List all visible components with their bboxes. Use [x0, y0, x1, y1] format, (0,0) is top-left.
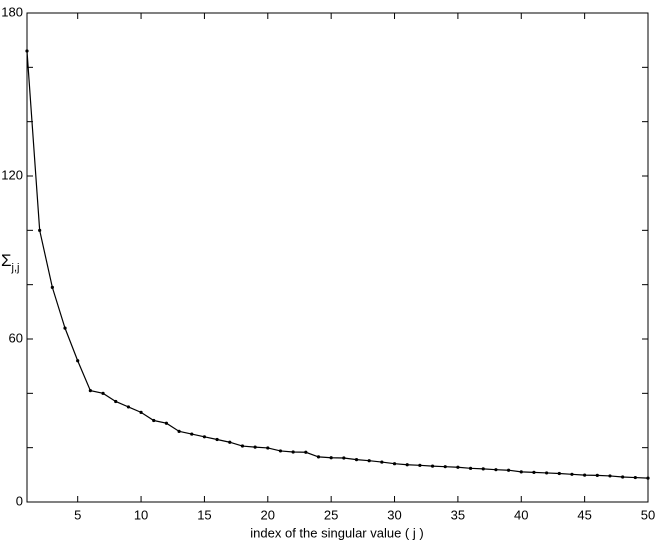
data-point — [253, 445, 257, 449]
data-point — [25, 49, 29, 53]
y-tick-label: 180 — [1, 4, 23, 19]
x-tick-label: 35 — [451, 507, 465, 522]
data-point — [266, 446, 270, 450]
data-point — [532, 470, 536, 474]
data-point — [468, 466, 473, 470]
data-point — [190, 432, 194, 436]
x-tick-label: 20 — [261, 507, 275, 522]
data-point — [177, 429, 181, 433]
data-point — [583, 473, 587, 477]
x-axis-label: index of the singular value ( j ) — [250, 525, 423, 540]
data-point — [621, 475, 625, 479]
data-point — [456, 465, 460, 469]
data-point — [152, 418, 156, 423]
y-axis-label: Σj,j — [1, 251, 19, 273]
data-point — [608, 474, 612, 478]
data-point — [202, 435, 207, 439]
data-point — [633, 475, 637, 480]
data-point — [392, 462, 397, 466]
x-tick-label: 45 — [577, 507, 591, 522]
x-tick-label: 10 — [134, 507, 148, 522]
data-point — [164, 421, 169, 425]
data-point — [494, 468, 498, 472]
y-tick-label: 120 — [1, 167, 23, 182]
data-point — [88, 389, 92, 393]
data-point — [354, 458, 359, 462]
data-point — [506, 468, 511, 472]
data-point — [545, 471, 549, 475]
data-point — [215, 437, 219, 442]
x-tick-label: 30 — [387, 507, 401, 522]
data-point — [240, 444, 245, 448]
data-point — [76, 359, 80, 363]
data-point — [418, 463, 422, 467]
y-axis-label-subscript: j,j — [11, 262, 20, 274]
data-point — [430, 464, 435, 468]
data-point — [126, 405, 130, 409]
x-tick-label: 40 — [514, 507, 528, 522]
data-point — [443, 465, 447, 469]
data-point — [367, 459, 371, 463]
y-tick-label: 60 — [9, 330, 23, 345]
x-tick-label: 5 — [74, 507, 81, 522]
x-tick-label: 15 — [197, 507, 211, 522]
plot-frame — [26, 12, 649, 503]
data-point — [304, 450, 308, 454]
data-point — [291, 450, 295, 454]
data-point — [101, 391, 105, 395]
data-point — [557, 471, 561, 476]
data-point — [228, 440, 232, 444]
data-point — [405, 463, 409, 467]
data-point — [595, 473, 599, 477]
data-point — [380, 460, 384, 464]
y-tick-label: 0 — [16, 493, 23, 508]
data-point — [519, 470, 523, 474]
data-point — [342, 456, 346, 460]
data-point — [114, 399, 118, 404]
x-tick-label: 50 — [641, 507, 655, 522]
x-tick-label: 25 — [324, 507, 338, 522]
y-axis-label-main: Σ — [1, 251, 12, 270]
data-line — [26, 50, 649, 479]
data-point — [481, 467, 485, 471]
data-point — [316, 455, 321, 459]
data-point — [329, 456, 333, 460]
data-point — [50, 285, 54, 289]
data-point — [570, 472, 574, 476]
data-point — [278, 449, 283, 453]
data-point — [139, 410, 143, 414]
data-point — [646, 476, 650, 480]
data-point — [63, 326, 67, 330]
data-point — [38, 228, 42, 232]
